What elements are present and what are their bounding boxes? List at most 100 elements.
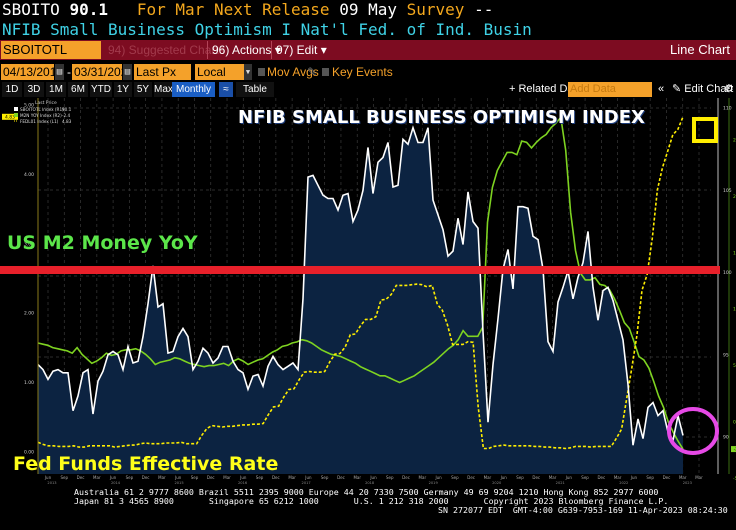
x-tick-label: Mar [614, 475, 622, 480]
ticker: SBOITO [2, 0, 60, 19]
r1-axis-tick: 95 [723, 352, 729, 358]
period-max[interactable]: Max [154, 82, 173, 97]
suggested-charts-button[interactable]: 94) Suggested Charts [108, 43, 225, 57]
line-chart: 0.001.002.003.004.005.004.83909510010511… [0, 98, 736, 488]
pencil-icon[interactable]: ✎ [307, 65, 318, 79]
legend-value: 90.1 [62, 107, 72, 112]
frequency-select[interactable]: Monthly ▼ [172, 82, 215, 110]
add-data-input[interactable]: Add Data [568, 82, 652, 97]
key-events-label[interactable]: Key Events [332, 65, 393, 79]
r2-current-value: -2.4 [734, 447, 736, 453]
left-axis-tick: 3.00 [24, 241, 34, 247]
x-tick-label: Sep [451, 475, 459, 480]
x-tick-label: Sep [61, 475, 69, 480]
footer-session: SN 272077 EDT GMT-4:00 G639-7953-169 11-… [438, 505, 728, 515]
x-tick-label: Mar [484, 475, 492, 480]
footer-contacts-1: Australia 61 2 9777 8600 Brazil 5511 239… [74, 487, 659, 497]
x-year-label: 2018 [365, 481, 375, 485]
survey-value: -- [474, 0, 494, 19]
legend-swatch [14, 113, 18, 117]
x-tick-label: Sep [516, 475, 524, 480]
x-axis: Jun Sep Dec Mar Jun Sep Dec Mar Jun Sep Dec Mar Jun S… [44, 475, 703, 485]
security-description: NFIB Small Business Optimism I Nat'l Fed… [2, 20, 532, 39]
r2-axis-tick: 10 [733, 307, 736, 313]
x-year-label: 2019 [429, 481, 439, 485]
start-date-input[interactable]: 04/13/2013 [1, 64, 64, 80]
edit-menu[interactable]: 97) Edit ▾ [271, 41, 331, 59]
x-tick-label: Mar [695, 475, 703, 480]
chart-annotation-fed: Fed Funds Effective Rate [13, 453, 279, 475]
currency-select[interactable]: Local CCY [195, 64, 244, 95]
table-button[interactable]: Table [236, 82, 274, 97]
x-year-label: 2017 [302, 481, 311, 485]
x-tick-label: Mar [419, 475, 427, 480]
r2-axis-tick: 0 [733, 420, 736, 426]
x-year-label: 2016 [238, 481, 248, 485]
period-3d[interactable]: 3D [24, 82, 44, 97]
left-axis-tick: 1.00 [24, 380, 34, 386]
x-year-label: 2023 [683, 481, 692, 485]
left-axis-tick: 5.00 [24, 103, 34, 109]
x-tick-label: Sep [321, 475, 329, 480]
end-date-input[interactable]: 03/31/2023 [72, 64, 135, 80]
legend: Last Price SBOITOTL Index (R1) 90.1 M2N … [14, 100, 72, 124]
calendar-icon[interactable]: ▤ [123, 64, 132, 80]
left-axis-current-value: 4.83 [5, 114, 15, 120]
security-field[interactable]: SBOITOTL Index [1, 41, 101, 75]
left-axis-tick: 2.00 [24, 311, 34, 317]
mov-avgs-label[interactable]: Mov Avgs [267, 65, 319, 79]
highlight-circle [667, 407, 719, 455]
next-release-label: Next Release [213, 0, 330, 19]
r2-current-badge [731, 446, 736, 453]
collapse-icon[interactable]: « [658, 83, 665, 95]
legend-swatch [14, 107, 18, 111]
x-tick-label: Mar [679, 475, 687, 480]
gear-icon[interactable]: ⚙ [724, 83, 734, 95]
key-events-checkbox[interactable] [322, 68, 329, 76]
price-field-select[interactable]: Last Px [134, 64, 191, 80]
x-tick-label: Jun [44, 475, 52, 480]
period-1m[interactable]: 1M [46, 82, 66, 97]
x-tick-label: Sep [126, 475, 134, 480]
r2-axis-tick: 25 [733, 138, 736, 144]
chevron-down-icon[interactable]: ▼ [244, 64, 252, 80]
x-tick-label: Dec [532, 475, 540, 480]
x-tick-label: Jun [500, 475, 508, 480]
x-tick-label: Sep [191, 475, 199, 480]
x-year-label: 2022 [619, 481, 628, 485]
x-tick-label: Jun [239, 475, 247, 480]
fed-funds-line [37, 116, 684, 450]
x-tick-label: Sep [581, 475, 589, 480]
r1-axis-tick: 105 [723, 188, 732, 194]
x-tick-label: Dec [597, 475, 605, 480]
edit-chart-button[interactable]: ✎ Edit Chart [672, 83, 734, 95]
x-year-label: 2020 [492, 481, 502, 485]
period-ytd[interactable]: YTD [90, 82, 112, 97]
x-year-label: 2021 [556, 481, 565, 485]
related-data-button[interactable]: + Related Dat [509, 83, 577, 95]
left-axis-tick: 4.00 [24, 172, 34, 178]
period-1d[interactable]: 1D [2, 82, 22, 97]
period-5y[interactable]: 5Y [134, 82, 152, 97]
x-tick-label: Dec [402, 475, 410, 480]
r2-axis-tick: -5 [733, 476, 736, 482]
red-horizontal-line [0, 266, 720, 274]
r2-axis-tick: 20 [733, 194, 736, 200]
x-tick-label: Mar [223, 475, 231, 480]
mov-avgs-checkbox[interactable] [258, 68, 265, 76]
actions-menu[interactable]: 96) Actions ▾ [207, 41, 285, 59]
line-chart-icon[interactable]: ≈ [219, 82, 233, 97]
period-6m[interactable]: 6M [68, 82, 88, 97]
legend-item: SBOITOTL Index (R1) [20, 107, 64, 112]
x-tick-label: Jun [109, 475, 117, 480]
date-controls: 04/13/2013 ▤ - 03/31/2023 ▤ Last Px Loca… [0, 64, 736, 95]
x-tick-label: Mar [93, 475, 101, 480]
view-title: Line Chart [670, 42, 730, 57]
x-tick-label: Dec [663, 475, 671, 480]
x-tick-label: Mar [288, 475, 296, 480]
calendar-icon[interactable]: ▤ [55, 64, 64, 80]
period-bar: 1D 3D 1M 6M YTD 1Y 5Y Max Monthly ▼ ≈ Ta… [0, 82, 736, 110]
m2-yoy-line [37, 115, 684, 450]
x-tick-label: Dec [77, 475, 85, 480]
period-1y[interactable]: 1Y [114, 82, 132, 97]
